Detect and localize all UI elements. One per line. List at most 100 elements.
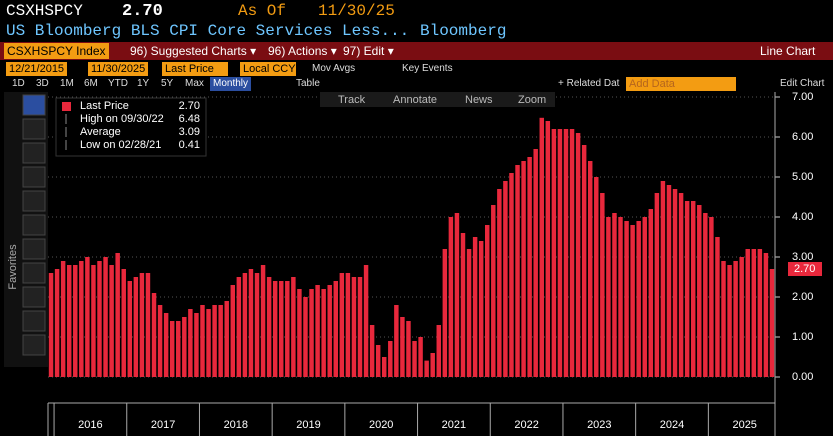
bar bbox=[297, 289, 302, 377]
add-data[interactable]: Add Data bbox=[626, 77, 736, 91]
tool-icon bbox=[22, 118, 46, 140]
bar bbox=[527, 157, 532, 377]
bar bbox=[66, 265, 72, 377]
bar bbox=[266, 277, 272, 377]
tool-icon bbox=[22, 262, 46, 284]
bar bbox=[103, 257, 108, 377]
bar bbox=[424, 360, 429, 377]
bar bbox=[672, 189, 678, 377]
bar bbox=[751, 249, 757, 377]
bar bbox=[163, 313, 169, 377]
period-button[interactable]: 5Y bbox=[161, 78, 174, 89]
bar bbox=[188, 309, 193, 377]
bar bbox=[151, 293, 157, 377]
bar bbox=[418, 337, 423, 377]
tool-icon bbox=[22, 310, 46, 332]
legend-value: 3.09 bbox=[179, 126, 200, 138]
start-date[interactable]: 12/21/2015 bbox=[6, 62, 68, 76]
bar bbox=[442, 249, 448, 377]
bar bbox=[91, 265, 96, 377]
bar bbox=[309, 289, 314, 377]
bar bbox=[430, 353, 435, 377]
bar bbox=[200, 305, 205, 377]
frequency[interactable]: Monthly bbox=[210, 77, 252, 91]
bar bbox=[769, 269, 775, 377]
suggested-charts[interactable]: 96) Suggested Charts ▾ bbox=[130, 44, 257, 58]
bar bbox=[581, 145, 587, 377]
legend-swatch bbox=[62, 102, 71, 111]
bar bbox=[375, 345, 381, 377]
bar bbox=[345, 273, 351, 377]
bar bbox=[224, 301, 229, 377]
last-price-label: 2.70 bbox=[794, 263, 815, 275]
mov-avgs[interactable]: Mov Avgs bbox=[312, 63, 356, 74]
tool-icon bbox=[22, 166, 46, 188]
period-button[interactable]: YTD bbox=[108, 78, 128, 89]
period-button[interactable]: Max bbox=[185, 78, 204, 89]
edit-chart[interactable]: Edit Chart bbox=[780, 78, 825, 89]
x-tick-label: 2021 bbox=[442, 419, 466, 431]
tool-icon bbox=[22, 286, 46, 308]
table[interactable]: Table bbox=[296, 78, 320, 89]
bar bbox=[218, 305, 223, 377]
source: Bloomberg bbox=[420, 22, 507, 40]
actions[interactable]: 96) Actions ▾ bbox=[268, 44, 337, 58]
tool-button: Track bbox=[338, 94, 366, 106]
period-button[interactable]: 1D bbox=[12, 78, 25, 89]
bar bbox=[79, 261, 84, 377]
bar bbox=[333, 281, 338, 377]
bar bbox=[594, 177, 599, 377]
bar bbox=[133, 277, 139, 377]
price: 2.70 bbox=[122, 2, 163, 21]
menu-bar bbox=[0, 42, 833, 60]
bar bbox=[315, 285, 320, 377]
bar bbox=[157, 305, 163, 377]
bar bbox=[115, 253, 120, 377]
end-date[interactable]: 11/30/2025 bbox=[88, 62, 149, 76]
bar bbox=[85, 257, 90, 377]
field[interactable]: Last Price bbox=[162, 62, 228, 76]
y-tick-label: 5.00 bbox=[792, 171, 813, 183]
related-data[interactable]: + Related Dat bbox=[558, 78, 620, 89]
y-tick-label: 7.00 bbox=[792, 92, 813, 103]
bar bbox=[763, 253, 769, 377]
x-tick-label: 2018 bbox=[224, 419, 248, 431]
period-button[interactable]: 1Y bbox=[137, 78, 150, 89]
bar bbox=[127, 281, 133, 377]
period-button[interactable]: 1M bbox=[60, 78, 74, 89]
bar bbox=[206, 309, 211, 377]
period-button[interactable]: 3D bbox=[36, 78, 49, 89]
tool-icon bbox=[22, 214, 46, 236]
x-tick-label: 2020 bbox=[369, 419, 393, 431]
bar bbox=[260, 265, 266, 377]
bar bbox=[139, 273, 145, 377]
period-button[interactable]: 6M bbox=[84, 78, 98, 89]
bar bbox=[109, 265, 114, 377]
bar bbox=[654, 193, 660, 377]
bar bbox=[472, 237, 478, 377]
legend-box bbox=[55, 97, 207, 157]
tool-button: Zoom bbox=[518, 94, 546, 106]
bar bbox=[460, 233, 466, 377]
chart-toolbar bbox=[320, 92, 555, 107]
bar bbox=[285, 281, 290, 377]
x-tick-label: 2025 bbox=[732, 419, 756, 431]
bar bbox=[757, 249, 763, 377]
bar bbox=[54, 269, 60, 377]
key-events[interactable]: Key Events bbox=[402, 63, 453, 74]
bar bbox=[478, 241, 484, 377]
bar bbox=[606, 217, 611, 377]
x-tick-label: 2019 bbox=[296, 419, 320, 431]
bar bbox=[551, 129, 557, 377]
security[interactable]: CSXHSPCY Index bbox=[4, 43, 109, 59]
tool-button: News bbox=[465, 94, 493, 106]
bar bbox=[715, 237, 720, 377]
y-tick-label: 1.00 bbox=[792, 331, 813, 343]
bar bbox=[497, 189, 502, 377]
currency[interactable]: Local CCY bbox=[240, 62, 296, 76]
bar bbox=[745, 249, 750, 377]
bar bbox=[60, 261, 66, 377]
tool-icon bbox=[22, 334, 46, 356]
bar bbox=[321, 289, 326, 377]
edit[interactable]: 97) Edit ▾ bbox=[343, 44, 394, 58]
